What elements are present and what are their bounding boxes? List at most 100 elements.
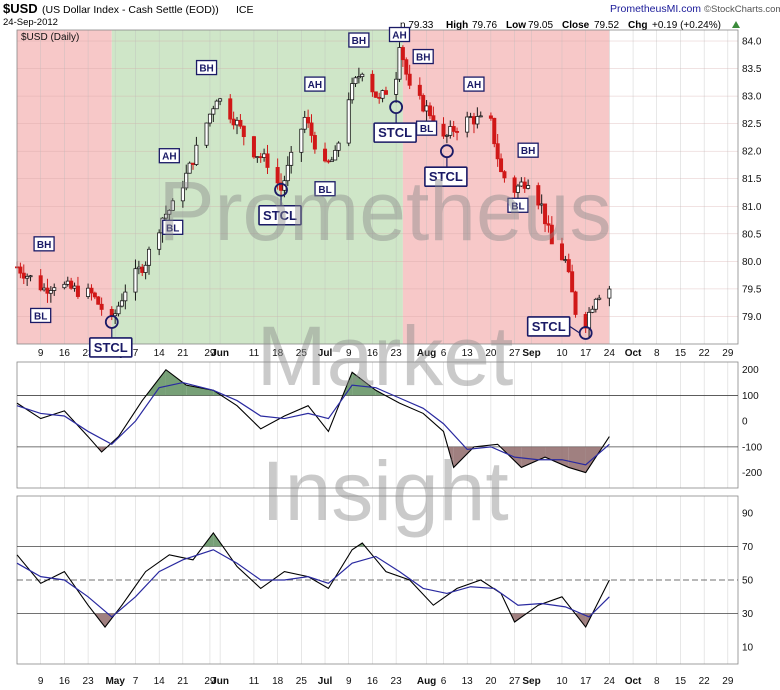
- price-tick-label: 82.5: [742, 119, 762, 130]
- x-tick-label: 21: [177, 676, 189, 687]
- candle-body: [116, 305, 121, 315]
- x-tick-label: Sep: [522, 676, 540, 687]
- candle-body: [258, 156, 263, 159]
- annotation-ah: AH: [463, 76, 485, 92]
- symbol-title: $USD: [3, 1, 38, 16]
- price-tick-label: 79.5: [742, 284, 762, 295]
- x-tick-label: 23: [83, 676, 95, 687]
- candle-body: [218, 98, 223, 102]
- candle-body: [499, 158, 504, 173]
- x-tick-label: 20: [485, 348, 497, 359]
- candle-body: [495, 143, 500, 160]
- candle-body: [99, 303, 104, 310]
- candle-body: [163, 213, 168, 219]
- x-tick-label: Sep: [522, 348, 540, 359]
- x-tick-label: Jun: [211, 676, 229, 687]
- x-tick-label: 10: [556, 676, 568, 687]
- annotation-box: [158, 148, 180, 164]
- stcl-box: [258, 204, 302, 226]
- candle-body: [566, 259, 571, 273]
- close-label: Close: [562, 20, 590, 31]
- x-tick-label: Oct: [625, 348, 642, 359]
- candle-body: [123, 291, 128, 302]
- candle-body: [241, 125, 246, 138]
- annotation-box: [412, 48, 434, 65]
- watermark-line-2: Market: [257, 309, 514, 403]
- annotation-box: [314, 181, 336, 197]
- candle-body: [546, 223, 551, 226]
- stcl-annotation: STCL: [88, 315, 133, 358]
- annotation-label: AH: [467, 80, 481, 91]
- source-link[interactable]: PrometheusMI.com: [610, 3, 701, 15]
- candle-body: [302, 116, 307, 130]
- indicator-tick-label: 70: [742, 542, 754, 553]
- x-axis: 91623May7142129Jun111825Jul91623Aug61320…: [38, 348, 734, 687]
- stcl-box: [526, 316, 571, 337]
- x-tick-label: 29: [204, 676, 216, 687]
- candle-body: [597, 297, 602, 300]
- watermark-line-1: Prometheus: [159, 164, 612, 258]
- x-tick-label: 16: [59, 676, 71, 687]
- candle-body: [25, 275, 30, 279]
- annotation-box: [30, 307, 52, 324]
- candle-body: [312, 135, 317, 150]
- signal-line: [16, 381, 610, 466]
- candle-body: [187, 162, 192, 174]
- x-tick-label: 11: [249, 348, 260, 359]
- candle-body: [133, 268, 138, 293]
- candle-body: [356, 76, 361, 79]
- stcl-label: STCL: [263, 208, 297, 223]
- indicator-tick-label: 10: [742, 643, 754, 654]
- price-tick-label: 83.5: [742, 64, 762, 75]
- candle-body: [157, 232, 162, 250]
- x-tick-label: Oct: [625, 676, 642, 687]
- x-tick-label: 20: [485, 676, 497, 687]
- annotation-label: BH: [521, 146, 535, 157]
- annotation-bh: BH: [348, 32, 370, 48]
- annotation-box: [33, 236, 55, 252]
- candle-body: [48, 290, 53, 294]
- candle-body: [353, 77, 358, 85]
- stcl-box: [88, 337, 133, 358]
- x-tick-label: 16: [367, 676, 379, 687]
- indicator-tick-label: 100: [742, 391, 759, 402]
- candle-body: [536, 185, 541, 206]
- candle-body: [559, 243, 564, 261]
- candle-body: [383, 90, 388, 95]
- x-tick-label: 17: [580, 676, 592, 687]
- candle-body: [21, 272, 26, 279]
- x-tick-label: 13: [462, 348, 474, 359]
- stcl-annotation: STCL: [258, 182, 302, 226]
- candle-body: [96, 296, 101, 305]
- x-tick-label: 9: [346, 348, 352, 359]
- stcl-annotation: STCL: [526, 316, 593, 340]
- annotation-bh: BH: [195, 59, 218, 76]
- x-tick-label: 18: [272, 348, 284, 359]
- candle-body: [549, 224, 554, 245]
- candle-body: [214, 100, 219, 110]
- annotation-box: [415, 120, 438, 136]
- candle-body: [119, 300, 124, 307]
- indicator-tick-label: 200: [742, 365, 759, 376]
- candle-body: [69, 280, 74, 289]
- candle-body: [373, 91, 378, 98]
- watermark-line-3: Insight: [261, 444, 509, 538]
- indicator-tick-label: 50: [742, 576, 754, 587]
- x-tick-label: 8: [654, 676, 660, 687]
- price-tick-label: 82.0: [742, 147, 762, 158]
- x-tick-label: 13: [462, 676, 474, 687]
- chg-value: +0.19 (+0.24%): [652, 20, 721, 31]
- candle-body: [587, 311, 592, 329]
- candle-body: [380, 90, 385, 99]
- stcl-label: STCL: [532, 319, 566, 334]
- x-tick-label: 21: [177, 348, 189, 359]
- x-tick-label: Aug: [417, 676, 436, 687]
- price-tick-label: 79.0: [742, 312, 762, 323]
- candle-body: [211, 108, 216, 115]
- candle-body: [346, 99, 351, 144]
- candle-body: [52, 287, 57, 291]
- x-tick-label: 23: [83, 348, 95, 359]
- triangle-up-icon: [732, 21, 740, 28]
- candle-body: [184, 172, 189, 189]
- candle-body: [228, 98, 233, 120]
